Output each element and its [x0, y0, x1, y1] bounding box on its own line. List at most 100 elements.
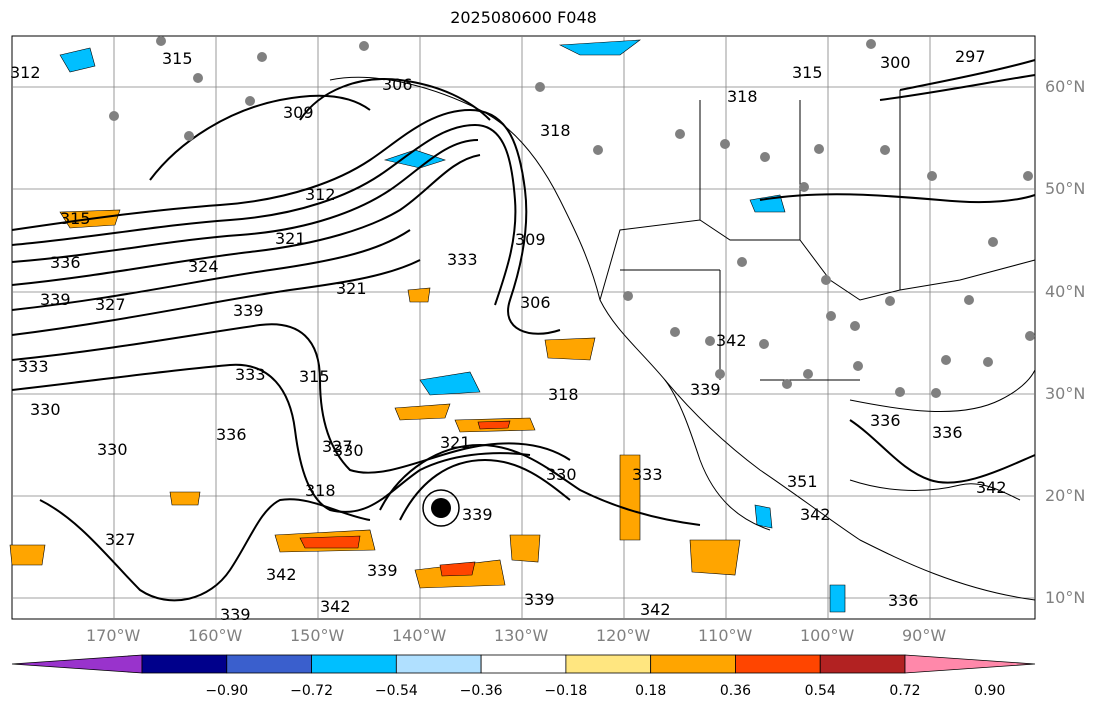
blue-blob	[383, 149, 446, 169]
contour-label: 312	[305, 185, 336, 204]
orange-blob	[619, 454, 641, 541]
blue-blob	[749, 194, 786, 213]
latitude-label: 10°N	[1045, 588, 1086, 607]
orange-blob	[509, 534, 541, 563]
blue-blob	[59, 47, 96, 73]
contour-label: 321	[336, 279, 367, 298]
colorbar-tick: 0.54	[804, 683, 836, 699]
orange-blob	[169, 491, 201, 506]
contour-label: 318	[540, 121, 571, 140]
colorbar-segment	[395, 654, 482, 674]
longitude-label: 150°W	[290, 626, 345, 645]
blue-blob	[558, 39, 641, 56]
contour-label: 333	[632, 465, 663, 484]
contour-label: 321	[440, 433, 471, 452]
red-blob	[439, 561, 476, 577]
colorbar-tick: −0.72	[290, 683, 333, 699]
longitude-label: 130°W	[494, 626, 549, 645]
contour-label: 318	[305, 481, 336, 500]
contour-label: 306	[382, 75, 413, 94]
contour-label: 315	[792, 63, 823, 82]
orange-blob	[394, 403, 451, 421]
contour-label: 330	[546, 465, 577, 484]
contour-label: 327	[105, 530, 136, 549]
contour-label: 333	[447, 250, 478, 269]
contour-label: 318	[548, 385, 579, 404]
coastlines	[329, 76, 1036, 601]
contour-label: 315	[162, 49, 193, 68]
map-frame	[11, 35, 1036, 620]
contour-label: 297	[955, 47, 986, 66]
contour-label: 342	[976, 478, 1007, 497]
longitude-label: 120°W	[596, 626, 651, 645]
red-blob	[299, 535, 361, 549]
blue-blob	[419, 371, 481, 396]
colorbar-segment	[565, 654, 652, 674]
contour-label: 336	[870, 411, 901, 430]
colorbar-tick: 0.18	[635, 683, 667, 699]
contour-label: 342	[800, 505, 831, 524]
shaded-fields	[9, 39, 846, 613]
contour-label: 318	[727, 87, 758, 106]
longitude-label: 160°W	[188, 626, 243, 645]
contour-label: 336	[932, 423, 963, 442]
colorbar-segment	[735, 654, 821, 674]
contour-label: 312	[10, 63, 41, 82]
orange-blob	[407, 287, 431, 303]
contour-label: 339	[233, 301, 264, 320]
blue-blob	[754, 504, 773, 529]
colorbar-segment	[480, 654, 567, 674]
contours	[11, 59, 1036, 602]
longitude-label: 90°W	[902, 626, 947, 645]
station-dots	[109, 36, 1035, 398]
longitude-label: 110°W	[698, 626, 753, 645]
colorbar-tick: −0.18	[544, 683, 588, 699]
contour-label: 336	[50, 253, 81, 272]
colorbar-segment	[141, 654, 228, 674]
contour-label: 315	[60, 209, 91, 228]
contour-label: 315	[299, 367, 330, 386]
red-blob	[477, 420, 511, 430]
contour-label: 336	[888, 591, 919, 610]
colorbar-segment	[226, 654, 312, 674]
longitude-label: 170°W	[86, 626, 141, 645]
contour-label: 333	[235, 365, 266, 384]
contour-label: 339	[524, 590, 555, 609]
contour-labels: 312 315 306 309 297 300 315 318 312 321 324 315 336 3…	[10, 47, 1007, 624]
contour-label: 342	[320, 597, 351, 616]
contour-label: 321	[275, 229, 306, 248]
contour-label: 327	[322, 437, 353, 456]
contour-label: 333	[18, 357, 49, 376]
colorbar-extend-low	[11, 654, 143, 674]
latitude-label: 50°N	[1045, 179, 1086, 198]
contour-label: 342	[266, 565, 297, 584]
orange-blob	[9, 544, 46, 566]
colorbar-tick: 0.36	[719, 683, 752, 699]
colorbar-extend-high	[904, 654, 1036, 674]
colorbar	[11, 654, 1036, 674]
longitude-label: 100°W	[800, 626, 855, 645]
colorbar-tick: −0.54	[374, 683, 418, 699]
contour-label: 351	[787, 472, 818, 491]
contour-label: 300	[880, 53, 911, 72]
orange-blob	[544, 337, 596, 361]
contour-label: 342	[716, 331, 747, 350]
latitude-label: 40°N	[1045, 282, 1086, 301]
contour-label: 339	[220, 605, 251, 624]
contour-label: 339	[690, 380, 721, 399]
map-title: 2025080600 F048	[450, 8, 597, 27]
longitude-label: 140°W	[392, 626, 447, 645]
latitude-label: 30°N	[1045, 384, 1086, 403]
latitude-label: 60°N	[1045, 77, 1086, 96]
contour-label: 309	[515, 230, 546, 249]
colorbar-tick: 0.90	[974, 683, 1006, 699]
contour-label: 342	[640, 600, 671, 619]
latitude-label: 20°N	[1045, 486, 1086, 505]
colorbar-segment	[311, 654, 397, 674]
contour-label: 330	[333, 441, 364, 460]
cyclone-center	[431, 498, 451, 518]
colorbar-tick: 0.72	[889, 683, 921, 699]
contour-label: 306	[520, 293, 551, 312]
contour-label: 339	[462, 505, 493, 524]
